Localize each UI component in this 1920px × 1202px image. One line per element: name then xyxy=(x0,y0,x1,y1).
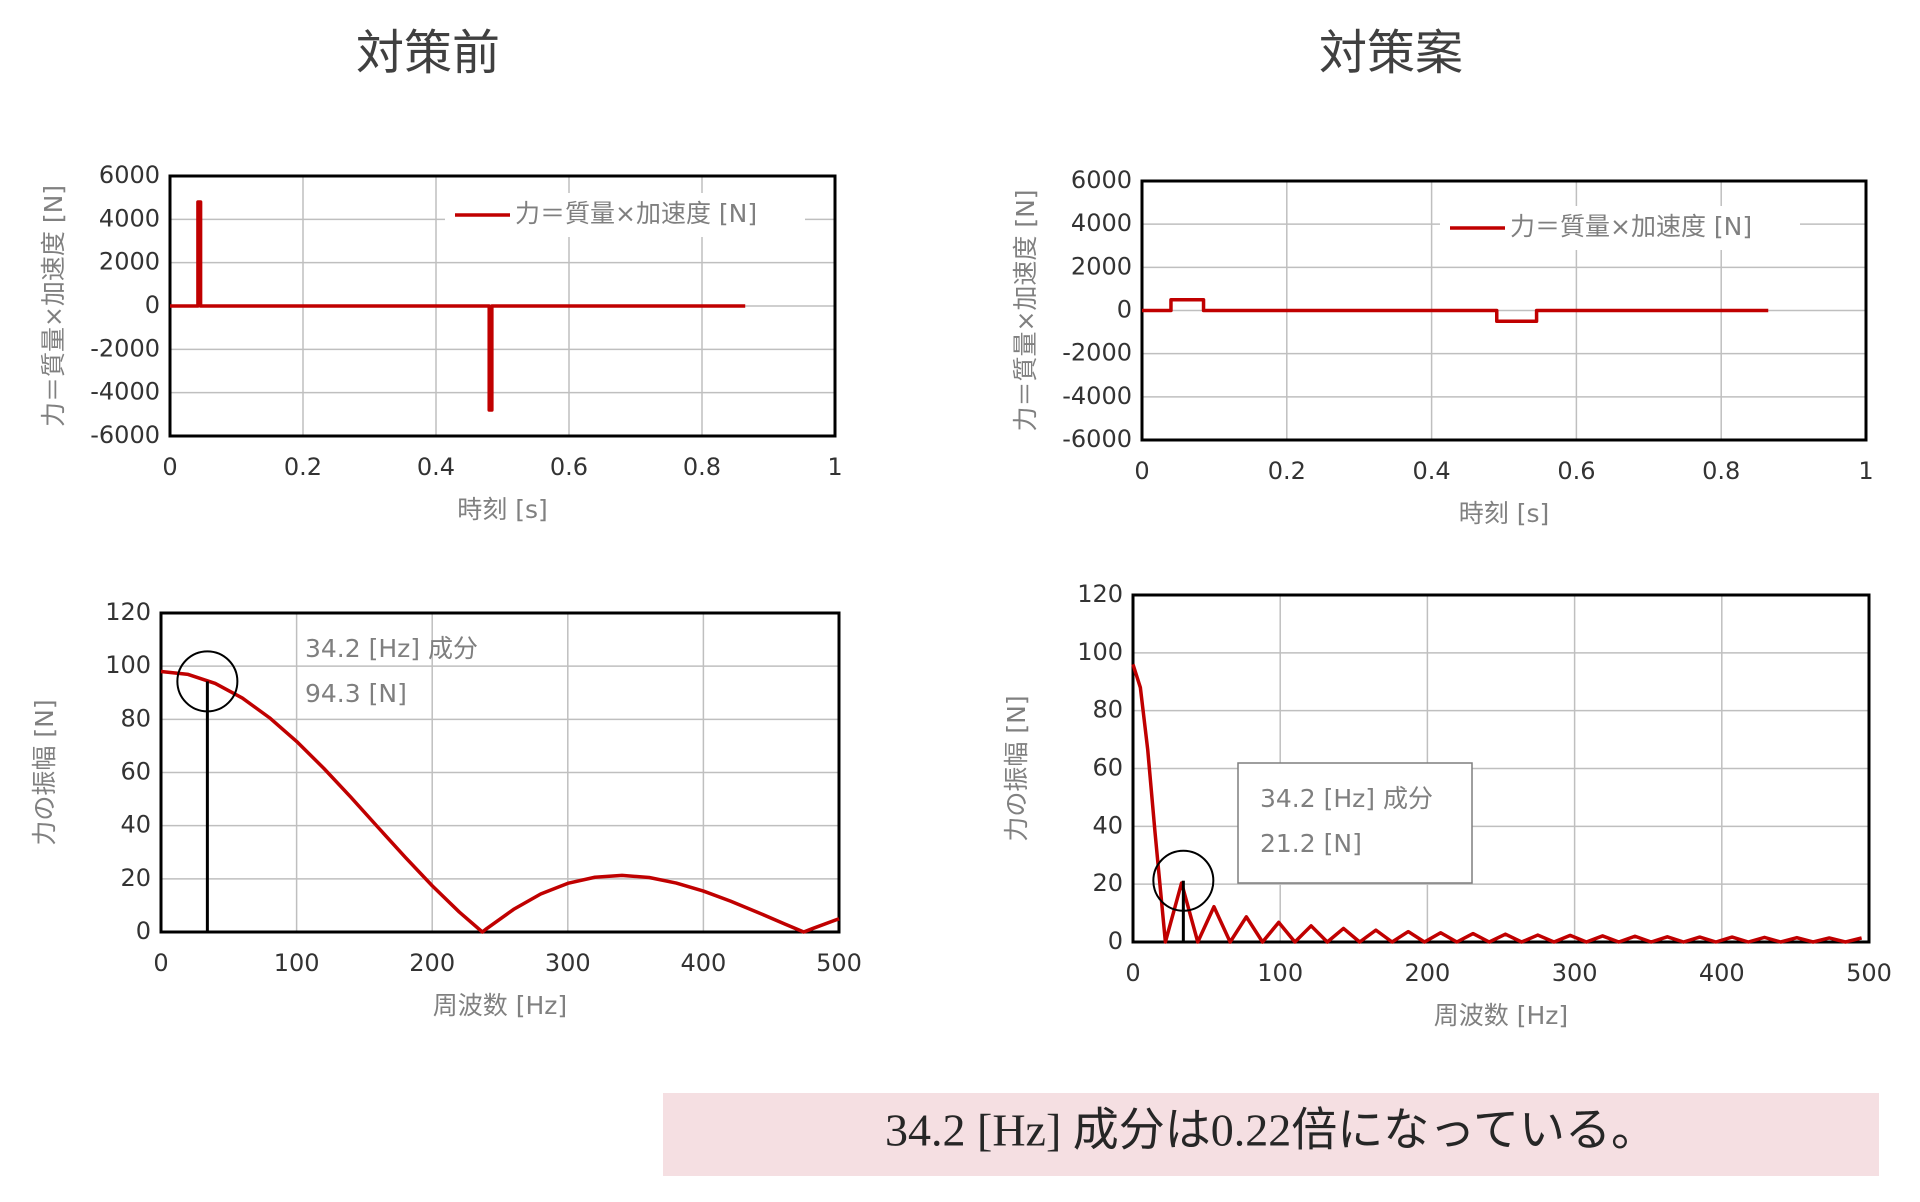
y-tick-label: 100 xyxy=(105,651,151,679)
x-tick-label: 0 xyxy=(153,949,168,977)
y-tick-label: 60 xyxy=(120,758,151,786)
y-tick-label: 80 xyxy=(1092,696,1123,724)
x-tick-label: 400 xyxy=(1699,959,1745,987)
y-tick-label: 0 xyxy=(136,917,151,945)
annotation: 94.3 [N] xyxy=(305,679,407,708)
y-tick-label: -4000 xyxy=(90,378,160,406)
annotation: 34.2 [Hz] 成分 xyxy=(305,634,478,663)
data-line xyxy=(1142,297,1769,324)
y-tick-label: 120 xyxy=(1077,580,1123,608)
data-line xyxy=(1131,663,1863,944)
heading: 対策案 xyxy=(1319,25,1463,81)
x-tick-label: 300 xyxy=(545,949,591,977)
y-tick-label: -2000 xyxy=(1062,339,1132,367)
x-tick-label: 400 xyxy=(680,949,726,977)
y-axis-label: 力＝質量×加速度 [N] xyxy=(1011,189,1040,431)
y-tick-label: -2000 xyxy=(90,334,160,362)
y-axis-label: 力の振幅 [N] xyxy=(1002,695,1031,841)
legend-label: 力＝質量×加速度 [N] xyxy=(515,199,757,228)
x-axis-label: 時刻 [s] xyxy=(1459,499,1549,528)
x-tick-label: 500 xyxy=(816,949,862,977)
x-tick-label: 100 xyxy=(1257,959,1303,987)
x-tick-label: 100 xyxy=(274,949,320,977)
x-tick-label: 0.8 xyxy=(1702,457,1740,485)
y-tick-label: 80 xyxy=(120,704,151,732)
y-tick-label: 20 xyxy=(120,864,151,892)
x-tick-label: 0.6 xyxy=(1557,457,1595,485)
y-axis-label: 力の振幅 [N] xyxy=(30,699,59,845)
x-tick-label: 0 xyxy=(162,453,177,481)
y-tick-label: -6000 xyxy=(1062,425,1132,453)
note-box xyxy=(663,1093,1879,1176)
annotation-box xyxy=(1237,762,1473,884)
highlight-circle xyxy=(1152,849,1215,912)
y-tick-label: 40 xyxy=(1092,811,1123,839)
legend-label: 力＝質量×加速度 [N] xyxy=(1510,212,1752,241)
y-tick-label: 0 xyxy=(145,291,160,319)
x-tick-label: 0.4 xyxy=(1413,457,1451,485)
data-line xyxy=(170,200,746,412)
plot-frame xyxy=(1131,593,1871,944)
x-axis-label: 周波数 [Hz] xyxy=(433,991,567,1020)
x-tick-label: 1 xyxy=(827,453,842,481)
x-tick-label: 500 xyxy=(1846,959,1892,987)
note: 34.2 [Hz] 成分は0.22倍になっている。 xyxy=(885,1105,1657,1156)
data-line xyxy=(160,669,840,934)
y-tick-label: 4000 xyxy=(99,204,160,232)
x-tick-label: 0.2 xyxy=(1268,457,1306,485)
x-tick-label: 1 xyxy=(1858,457,1873,485)
x-tick-label: 0.8 xyxy=(683,453,721,481)
y-tick-label: 0 xyxy=(1117,296,1132,324)
y-tick-label: -4000 xyxy=(1062,382,1132,410)
y-tick-label: -6000 xyxy=(90,421,160,449)
plot-frame xyxy=(159,611,841,934)
y-tick-label: 40 xyxy=(120,811,151,839)
annotation: 34.2 [Hz] 成分 xyxy=(1260,784,1433,813)
highlight-circle xyxy=(176,650,239,713)
y-tick-label: 100 xyxy=(1077,638,1123,666)
y-tick-label: 6000 xyxy=(99,161,160,189)
x-tick-label: 0.2 xyxy=(284,453,322,481)
x-tick-label: 0 xyxy=(1125,959,1140,987)
y-tick-label: 60 xyxy=(1092,754,1123,782)
y-tick-label: 0 xyxy=(1108,927,1123,955)
y-axis-label: 力＝質量×加速度 [N] xyxy=(39,185,68,427)
x-tick-label: 0.6 xyxy=(550,453,588,481)
x-tick-label: 200 xyxy=(409,949,455,977)
x-axis-label: 周波数 [Hz] xyxy=(1434,1001,1568,1030)
x-axis-label: 時刻 [s] xyxy=(457,495,547,524)
heading: 対策前 xyxy=(356,25,500,81)
x-tick-label: 0.4 xyxy=(417,453,455,481)
x-tick-label: 0 xyxy=(1134,457,1149,485)
x-tick-label: 300 xyxy=(1552,959,1598,987)
y-tick-label: 2000 xyxy=(99,248,160,276)
y-tick-label: 20 xyxy=(1092,869,1123,897)
annotation: 21.2 [N] xyxy=(1260,829,1362,858)
y-tick-label: 120 xyxy=(105,598,151,626)
x-tick-label: 200 xyxy=(1404,959,1450,987)
y-tick-label: 4000 xyxy=(1071,209,1132,237)
y-tick-label: 2000 xyxy=(1071,252,1132,280)
y-tick-label: 6000 xyxy=(1071,166,1132,194)
